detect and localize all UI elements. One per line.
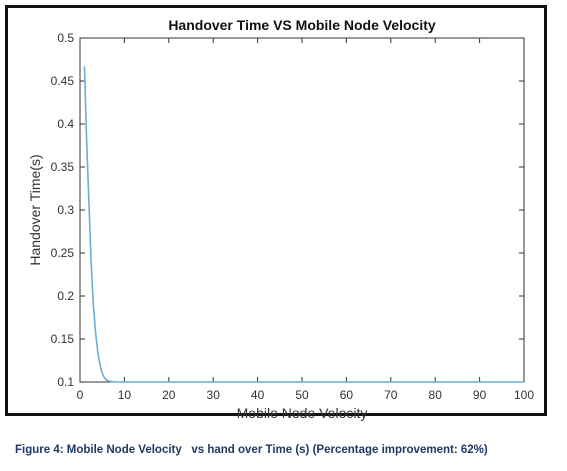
y-tick-label: 0.45 <box>51 74 75 88</box>
y-axis: 0.1 0.15 0.2 0.25 0.3 0.35 0.4 0.45 0.5 <box>51 31 524 389</box>
x-tick-label: 50 <box>295 388 309 402</box>
y-axis-title: Handover Time(s) <box>27 154 43 265</box>
y-tick-label: 0.35 <box>51 160 75 174</box>
x-tick-label: 60 <box>340 388 354 402</box>
plot-area <box>79 37 525 383</box>
y-tick-label: 0.1 <box>57 375 74 389</box>
x-tick-label: 10 <box>118 388 132 402</box>
series-group <box>83 66 524 383</box>
series-line <box>83 66 524 383</box>
x-tick-label: 90 <box>473 388 487 402</box>
x-tick-label: 0 <box>77 388 84 402</box>
chart-title: Handover Time VS Mobile Node Velocity <box>168 17 436 33</box>
figure-caption: Figure 4: Mobile Node Velocity vs hand o… <box>15 444 488 456</box>
x-tick-label: 20 <box>162 388 176 402</box>
y-tick-label: 0.15 <box>51 332 75 346</box>
x-tick-label: 100 <box>514 388 534 402</box>
x-tick-label: 30 <box>207 388 221 402</box>
y-tick-label: 0.5 <box>57 31 74 45</box>
y-tick-label: 0.25 <box>51 246 75 260</box>
y-tick-label: 0.2 <box>57 289 74 303</box>
x-tick-label: 70 <box>384 388 398 402</box>
x-axis-title: Mobile Node Velocity <box>237 405 368 421</box>
x-tick-label: 80 <box>429 388 443 402</box>
y-tick-label: 0.3 <box>57 203 74 217</box>
line-chart: Handover Time VS Mobile Node Velocity 0 1… <box>27 17 534 421</box>
x-tick-label: 40 <box>251 388 265 402</box>
x-axis: 0 10 20 30 40 50 60 70 80 90 100 <box>77 38 534 402</box>
y-tick-label: 0.4 <box>57 117 74 131</box>
